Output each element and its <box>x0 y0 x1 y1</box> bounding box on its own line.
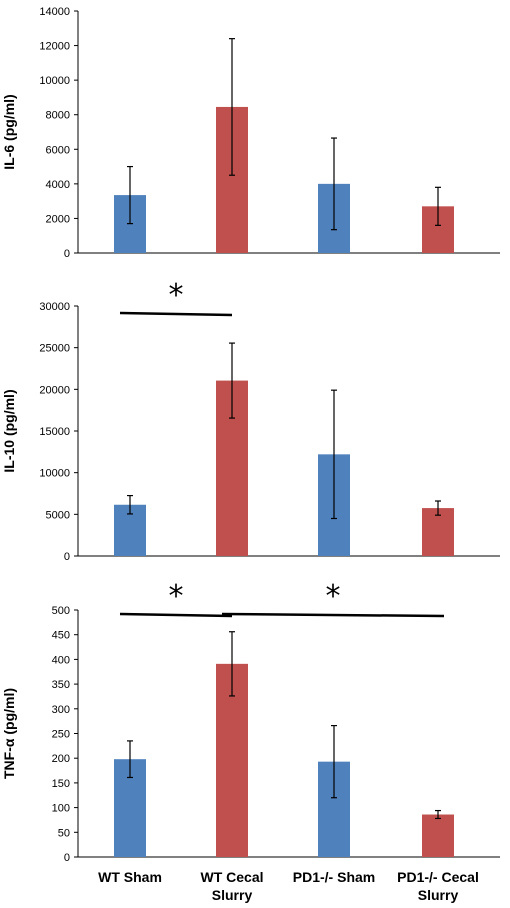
tnfa-significance-star-0: * <box>169 579 184 614</box>
il10-y-tick-label: 15000 <box>39 426 70 438</box>
il6-y-tick-label: 4000 <box>46 179 70 191</box>
tnfa-y-tick-label: 400 <box>52 654 70 666</box>
category-label-1: Slurry <box>212 887 253 903</box>
tnfa-chart: 0 50 100 150 200 250 300 350 400 450 500 TNF-α (pg/… <box>1 579 500 864</box>
category-labels: WT Sham WT Cecal Slurry PD1-/- Sham PD1-/- C… <box>98 869 479 903</box>
category-label-2: PD1-/- Sham <box>293 869 375 885</box>
tnfa-y-tick-label: 250 <box>52 729 70 741</box>
tnfa-significance-line-0 <box>119 612 233 618</box>
tnfa-y-tick-label: 500 <box>52 605 70 617</box>
tnfa-y-tick-label: 200 <box>52 753 70 765</box>
tnfa-y-tick-label: 0 <box>64 852 70 864</box>
il10-y-axis-title: IL-10 (pg/ml) <box>1 389 17 472</box>
tnfa-y-axis-title: TNF-α (pg/ml) <box>1 688 17 779</box>
il6-y-tick-label: 6000 <box>46 144 70 156</box>
il10-bar-3 <box>422 508 454 556</box>
il6-y-tick-label: 10000 <box>39 75 70 87</box>
tnfa-y-tick-label: 450 <box>52 630 70 642</box>
il6-chart: 0 2000 4000 6000 8000 10000 12000 14000 IL-6 (pg… <box>1 6 500 260</box>
il6-y-tick-label: 2000 <box>46 213 70 225</box>
il10-significance-star-0: * <box>169 278 184 313</box>
il10-y-tick-label: 30000 <box>39 301 70 313</box>
il6-y-tick-label: 12000 <box>39 41 70 53</box>
tnfa-y-tick-label: 100 <box>52 803 70 815</box>
tnfa-significance-star-1: * <box>326 579 341 614</box>
il6-y-tick-label: 0 <box>64 248 70 260</box>
category-label-1: WT Cecal <box>200 869 263 885</box>
il10-y-tick-label: 20000 <box>39 384 70 396</box>
il10-y-tick-label: 0 <box>64 551 70 563</box>
il6-y-tick-label: 14000 <box>39 6 70 18</box>
il10-chart: 0 5000 10000 15000 20000 25000 30000 IL-10 (pg/… <box>1 278 500 563</box>
tnfa-y-tick-label: 300 <box>52 704 70 716</box>
il10-y-tick-label: 25000 <box>39 343 70 355</box>
tnfa-y-tick-label: 50 <box>58 827 70 839</box>
category-label-3: Slurry <box>418 887 459 903</box>
il6-y-axis-title: IL-6 (pg/ml) <box>1 94 17 169</box>
tnfa-significance-line-1 <box>221 612 445 618</box>
il6-y-tick-label: 8000 <box>46 110 70 122</box>
tnfa-bar-3 <box>422 814 454 857</box>
category-label-3: PD1-/- Cecal <box>397 869 479 885</box>
tnfa-y-tick-label: 150 <box>52 778 70 790</box>
tnfa-y-tick-label: 350 <box>52 679 70 691</box>
il10-y-tick-label: 10000 <box>39 468 70 480</box>
category-label-0: WT Sham <box>98 869 162 885</box>
il10-significance-line-0 <box>119 311 233 317</box>
il10-y-tick-label: 5000 <box>46 509 70 521</box>
